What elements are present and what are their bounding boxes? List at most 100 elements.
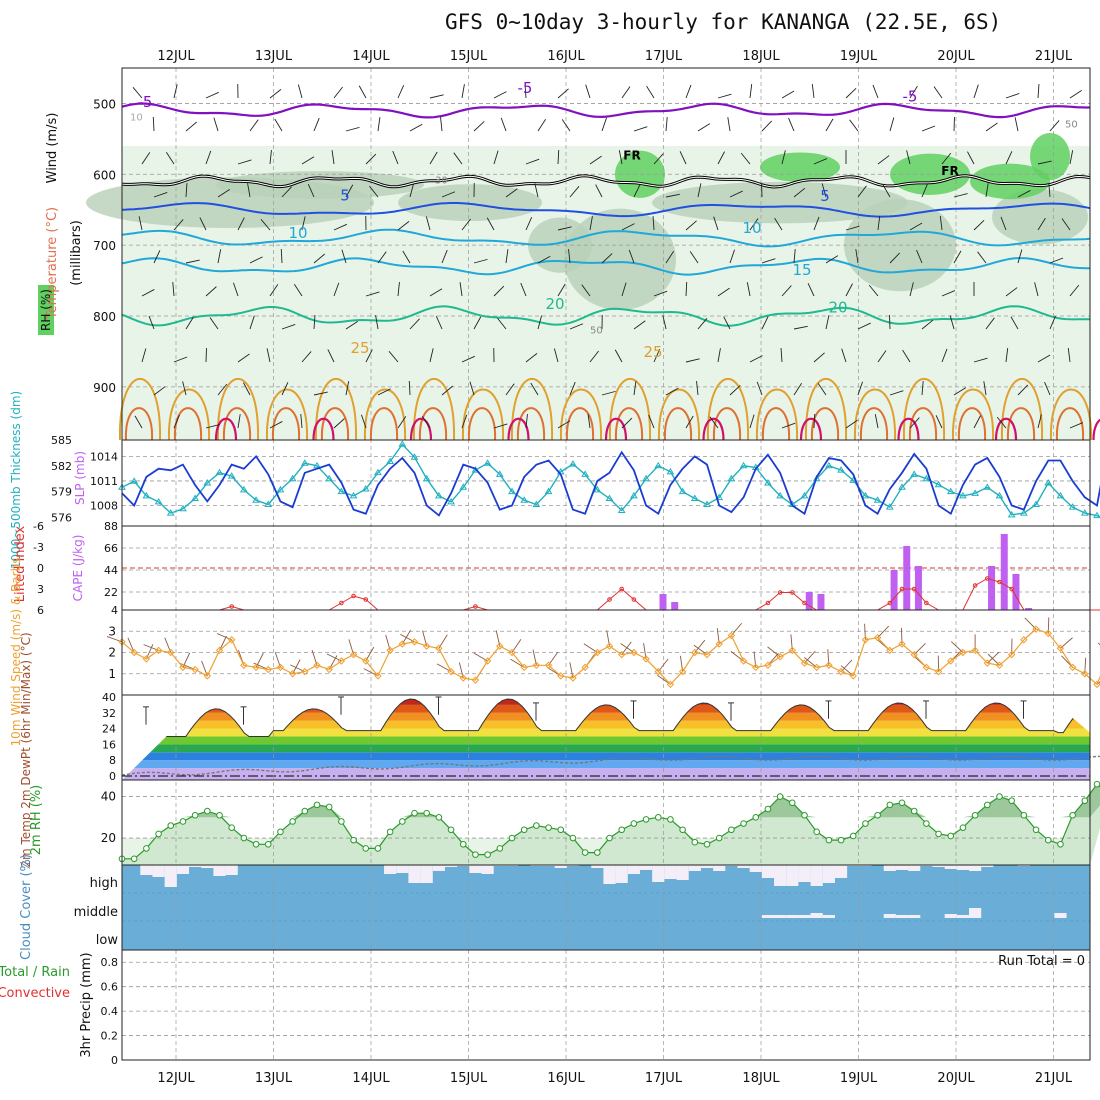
y-tick-label: 700 <box>93 239 116 253</box>
wind-barb <box>939 216 943 231</box>
isotherm-30-arch <box>369 407 399 441</box>
wind-barb <box>717 93 732 99</box>
rh2m-point <box>849 832 857 840</box>
wind-barb <box>729 190 743 198</box>
bottom-date-label: 19JUL <box>840 1071 878 1086</box>
wind-barb <box>377 388 391 396</box>
wind-barb <box>249 315 255 330</box>
cape-bar <box>988 566 996 610</box>
bottom-date-label: 20JUL <box>937 1071 975 1086</box>
wind-barb <box>233 282 239 297</box>
wind-barb <box>723 316 731 330</box>
thickness-point <box>386 457 395 464</box>
slp-tick: 1008 <box>90 500 118 513</box>
wind-barb <box>740 152 751 165</box>
wind-barb <box>933 86 943 99</box>
chart-title: GFS 0~10day 3-hourly for KANANGA (22.5E,… <box>445 10 1002 34</box>
wind-barb <box>307 184 315 198</box>
wind-barb <box>652 216 655 231</box>
wind-barb <box>557 226 572 231</box>
wind-barb <box>1037 84 1040 99</box>
wind-barb <box>697 183 702 198</box>
wind-barb <box>247 183 251 198</box>
wind-barb <box>217 249 222 264</box>
cloud-high-clear <box>432 865 445 871</box>
wind-barb <box>921 381 924 396</box>
thickness-point <box>276 485 285 493</box>
li-tick: -6 <box>33 520 44 533</box>
slp-line <box>121 450 1100 517</box>
cape-bar <box>671 602 679 610</box>
cape-tick: 88 <box>104 520 118 533</box>
wind-barb <box>152 116 155 132</box>
wind10-point <box>508 648 516 657</box>
bottom-date-label: 14JUL <box>352 1071 390 1086</box>
wind-barb <box>985 183 989 198</box>
wind-barb <box>909 282 914 297</box>
cape-bar <box>1025 608 1033 610</box>
isotherm-30-arch <box>712 407 742 441</box>
wind-barb <box>331 150 335 165</box>
rh2m-point <box>374 845 382 852</box>
wind-barb <box>653 153 664 165</box>
wind-barb <box>266 348 271 363</box>
wind-barb <box>589 155 602 165</box>
isotherm-label: 5 <box>340 187 350 205</box>
wind-barb <box>621 86 631 99</box>
rh2m-point <box>959 824 967 831</box>
isotherm-label: -5 <box>518 79 533 97</box>
rh-label: 50 <box>1065 120 1078 131</box>
lifted-index-point <box>899 586 905 592</box>
wind-barb <box>243 382 251 396</box>
cloud-high-clear <box>189 865 202 867</box>
thickness-point <box>1093 511 1100 519</box>
wind-barb <box>646 85 655 99</box>
lifted-index-point <box>229 604 234 609</box>
wind-barb <box>781 422 796 429</box>
rh2m-point <box>789 799 796 807</box>
wind-barb <box>530 382 539 396</box>
wind-barb <box>269 421 283 429</box>
thickness-point <box>142 491 151 499</box>
li-tick: 6 <box>37 604 44 617</box>
wind-barb <box>793 249 796 264</box>
wind-barb <box>857 381 863 396</box>
panel-frame-slp <box>121 439 1091 527</box>
wind10-point <box>557 672 565 680</box>
wind10-point <box>459 674 467 682</box>
wind-barb <box>409 318 420 330</box>
isotherm-20 <box>121 305 1091 327</box>
isotherm-30-arch <box>173 407 203 441</box>
cloud-high-clear <box>615 865 628 883</box>
thickness-point <box>885 503 894 510</box>
temp-tick: 24 <box>102 723 116 736</box>
wind-barb <box>685 281 688 297</box>
isotherm-30-arch <box>859 407 889 441</box>
rh-shade-mid <box>216 171 424 199</box>
wind10-barb <box>731 622 743 636</box>
temp-band <box>122 712 1090 721</box>
y-tick-label: 500 <box>93 97 116 111</box>
thickness-point <box>581 470 590 477</box>
rh2m-point <box>594 849 601 856</box>
wind-barb <box>935 415 943 429</box>
wind-barb <box>569 381 576 396</box>
wind10-point <box>910 650 918 659</box>
wind-barb <box>621 282 627 297</box>
rh2m-point <box>459 840 467 848</box>
wind-barb <box>397 416 407 429</box>
cloud-mid-clear <box>786 915 799 918</box>
rh2m-point <box>435 814 443 821</box>
wind10-point <box>934 667 943 676</box>
wind-barb <box>165 152 175 165</box>
wind-barb <box>568 249 571 264</box>
isotherm-25-arch <box>314 378 358 441</box>
wind-barb <box>857 322 871 330</box>
rh2m-point <box>191 811 199 819</box>
rh2m-point <box>167 822 175 829</box>
wind-barb <box>537 255 551 264</box>
rh2m-point <box>923 820 930 827</box>
wind-barb <box>729 385 741 396</box>
cloud-mid-clear <box>883 914 896 918</box>
thickness-point <box>739 461 748 469</box>
